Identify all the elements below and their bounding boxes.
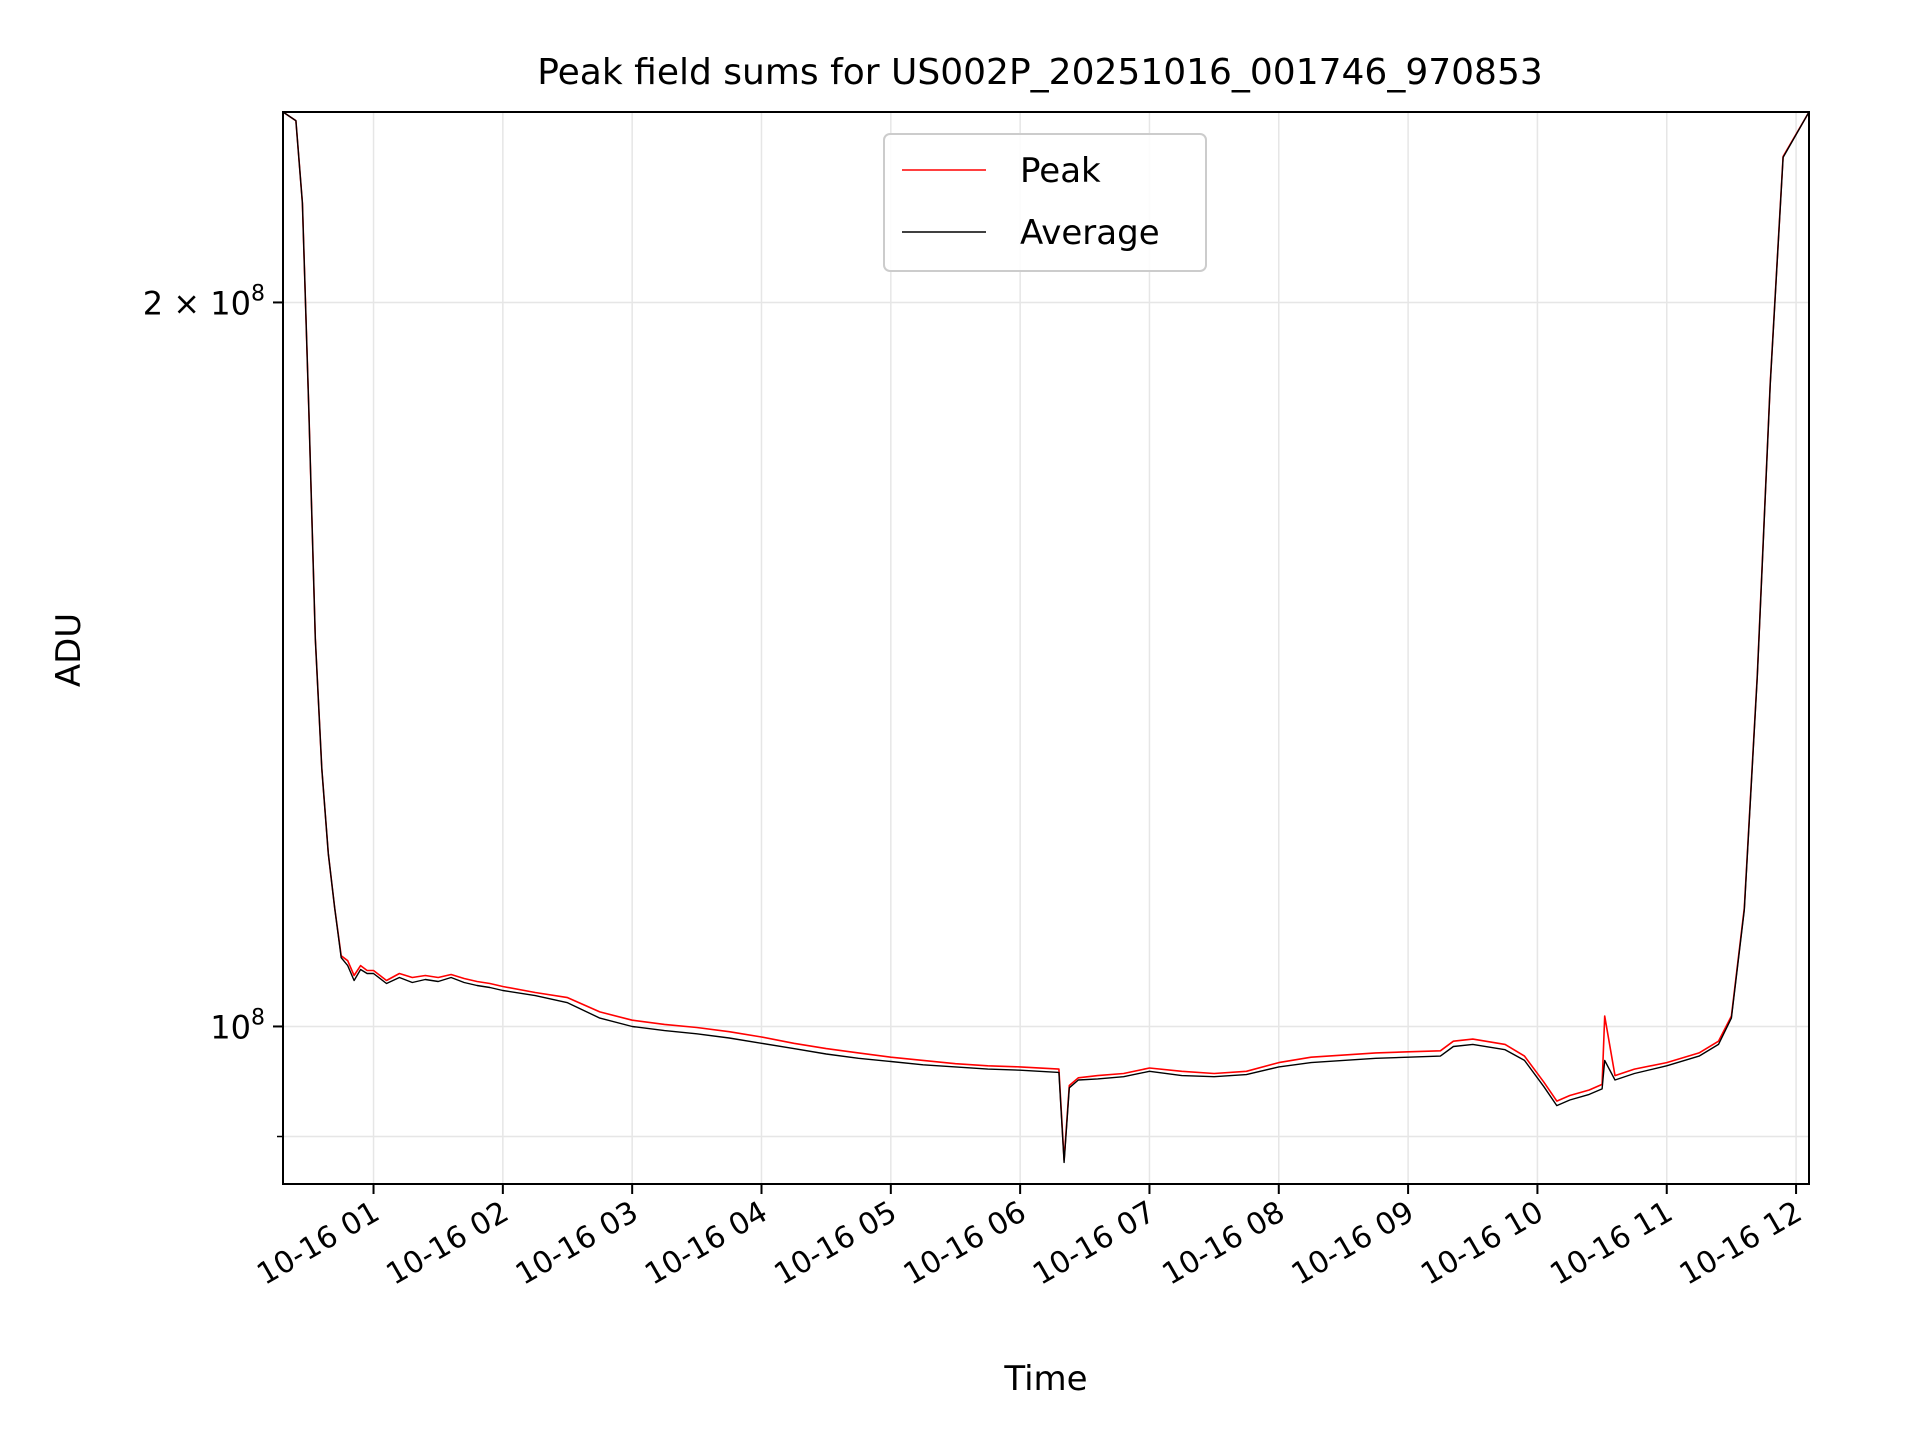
y-tick-times-sign: × — [163, 284, 210, 322]
legend: Peak Average — [883, 133, 1207, 272]
series-layer — [282, 111, 1810, 1164]
legend-box — [883, 133, 1207, 272]
plot-area-frame — [282, 111, 1810, 1185]
series-line-average — [282, 111, 1810, 1164]
y-tick-exponent: 8 — [251, 281, 265, 306]
y-tick-mantissa: 2 — [143, 284, 163, 322]
y-axis-label: ADU — [49, 613, 89, 687]
legend-label-average: Average — [1020, 213, 1160, 253]
chart-title: Peak field sums for US002P_20251016_0017… — [537, 52, 1543, 93]
y-tick-label: 108 — [210, 1005, 265, 1046]
y-tick-exponent: 8 — [251, 1005, 265, 1030]
y-tick-base: 10 — [210, 284, 251, 322]
series-line-peak — [282, 111, 1810, 1161]
y-tick-label: 2 × 108 — [143, 281, 265, 322]
legend-label-peak: Peak — [1020, 151, 1101, 191]
grid-lines — [283, 112, 1809, 1184]
x-axis-label: Time — [1003, 1359, 1087, 1399]
y-tick-base: 10 — [210, 1008, 251, 1046]
